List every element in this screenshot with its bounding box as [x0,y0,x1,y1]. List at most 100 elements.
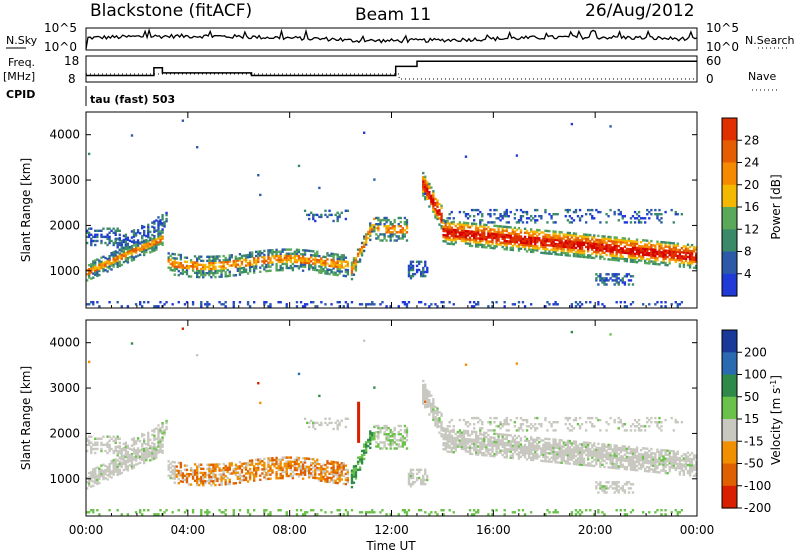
power-cell [546,237,549,241]
velocity-cell [513,450,517,454]
power-cell [326,252,329,255]
velocity-cell [96,443,99,447]
power-cell [503,305,506,308]
power-cell [277,258,280,262]
velocity-cell [196,471,199,474]
power-cell [200,305,203,308]
velocity-cell [132,439,136,442]
velocity-cell [358,460,362,463]
velocity-cell [505,444,508,447]
power-cell [200,303,203,306]
velocity-cell [86,437,89,440]
velocity-cell [310,464,313,467]
velocity-cell [153,457,156,460]
power-cell [511,240,515,243]
velocity-cell [499,439,502,442]
velocity-cell [238,477,242,480]
power-cell [143,234,146,237]
power-cell [136,231,140,234]
power-cell [426,268,429,272]
power-cell [473,238,476,242]
power-cell [623,245,627,248]
power-cell [607,237,610,241]
power-cell [593,305,596,308]
velocity-cell [401,445,405,448]
power-cell [145,246,148,250]
velocity-cell [330,468,333,472]
velocity-cell [102,435,105,438]
nsky-label: N.Sky [6,34,38,47]
velocity-cell [110,460,113,463]
power-cell [591,238,594,241]
power-cell [350,269,354,273]
velocity-cell [287,464,290,467]
power-cell [464,215,468,218]
power-cell [483,237,486,241]
velocity-cell [116,437,119,440]
power-cell [409,264,413,268]
velocity-cell [507,444,510,447]
power-cell [576,303,580,306]
velocity-cell [568,416,572,420]
velocity-cell [112,469,115,472]
velocity-cell [450,448,453,452]
power-cell [183,270,187,274]
power-cell [118,252,121,255]
velocity-cell [322,463,325,466]
power-cell [269,261,272,264]
power-cell [538,237,541,240]
velocity-cell [248,467,252,471]
velocity-cell [147,441,150,445]
power-cell [389,235,392,238]
power-cell [108,259,111,262]
power-cell [485,238,488,241]
power-cell [210,267,213,271]
velocity-cell [165,428,168,431]
power-cell [544,247,547,251]
velocity-cell [244,478,248,481]
power-cell [318,215,321,219]
velocity-cell [493,455,496,458]
velocity-cell [90,449,93,453]
velocity-cell [487,429,490,432]
power-cell [169,266,172,270]
power-cell [568,208,572,212]
velocity-cell [100,437,103,440]
power-cell [330,264,333,268]
velocity-cell [568,429,572,432]
velocity-cell [491,446,494,450]
power-cell [177,274,180,277]
power-cell [320,259,323,262]
velocity-cell [118,464,121,467]
velocity-cell [475,441,478,444]
power-cell [678,265,682,268]
power-cell [485,246,488,249]
power-cell [475,235,478,238]
velocity-cell [391,433,394,436]
power-cell [466,238,470,241]
power-cell [544,252,547,255]
velocity-cell [94,441,97,444]
power-cell [574,236,578,239]
velocity-cell [92,484,95,487]
power-cell [293,254,297,258]
power-cell [548,240,551,243]
power-cell [650,252,653,255]
power-cell [354,263,358,266]
power-cell [623,275,627,278]
velocity-cell [246,464,250,467]
velocity-cell [132,466,136,469]
velocity-cell [212,471,215,475]
power-cell [578,301,582,304]
velocity-cell [114,441,117,444]
velocity-cell [487,442,490,445]
power-cell [650,248,653,251]
power-cell [674,258,677,262]
power-cell [299,265,303,268]
velocity-cell [149,444,152,448]
velocity-cell [220,473,223,476]
power-cell [552,242,555,245]
velocity-cell [418,476,421,480]
power-cell [332,267,335,270]
power-cell [108,227,111,230]
